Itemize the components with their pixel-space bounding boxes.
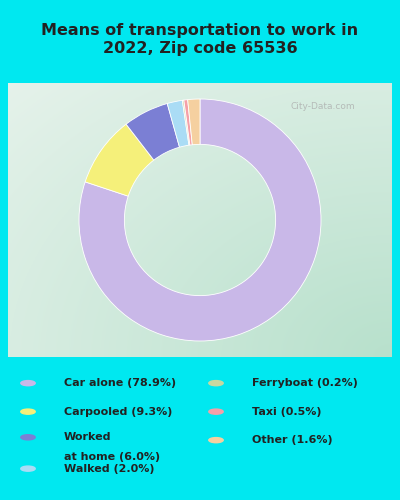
Text: Ferryboat (0.2%): Ferryboat (0.2%) [252, 378, 358, 388]
Wedge shape [85, 124, 154, 196]
Circle shape [21, 409, 35, 414]
Text: Worked: Worked [64, 432, 112, 442]
Text: City-Data.com: City-Data.com [290, 102, 355, 111]
Text: Other (1.6%): Other (1.6%) [252, 435, 333, 445]
Wedge shape [184, 100, 192, 145]
Circle shape [21, 380, 35, 386]
Wedge shape [182, 100, 190, 145]
Circle shape [21, 434, 35, 440]
Text: at home (6.0%): at home (6.0%) [64, 452, 160, 462]
Text: Car alone (78.9%): Car alone (78.9%) [64, 378, 176, 388]
Text: Carpooled (9.3%): Carpooled (9.3%) [64, 406, 172, 416]
Circle shape [209, 409, 223, 414]
Text: Means of transportation to work in
2022, Zip code 65536: Means of transportation to work in 2022,… [42, 23, 358, 56]
Wedge shape [167, 100, 189, 147]
Wedge shape [188, 99, 200, 145]
Circle shape [209, 438, 223, 442]
Circle shape [21, 466, 35, 471]
Wedge shape [126, 104, 180, 160]
Text: Taxi (0.5%): Taxi (0.5%) [252, 406, 322, 416]
Circle shape [209, 380, 223, 386]
Wedge shape [79, 99, 321, 341]
Text: Walked (2.0%): Walked (2.0%) [64, 464, 154, 473]
